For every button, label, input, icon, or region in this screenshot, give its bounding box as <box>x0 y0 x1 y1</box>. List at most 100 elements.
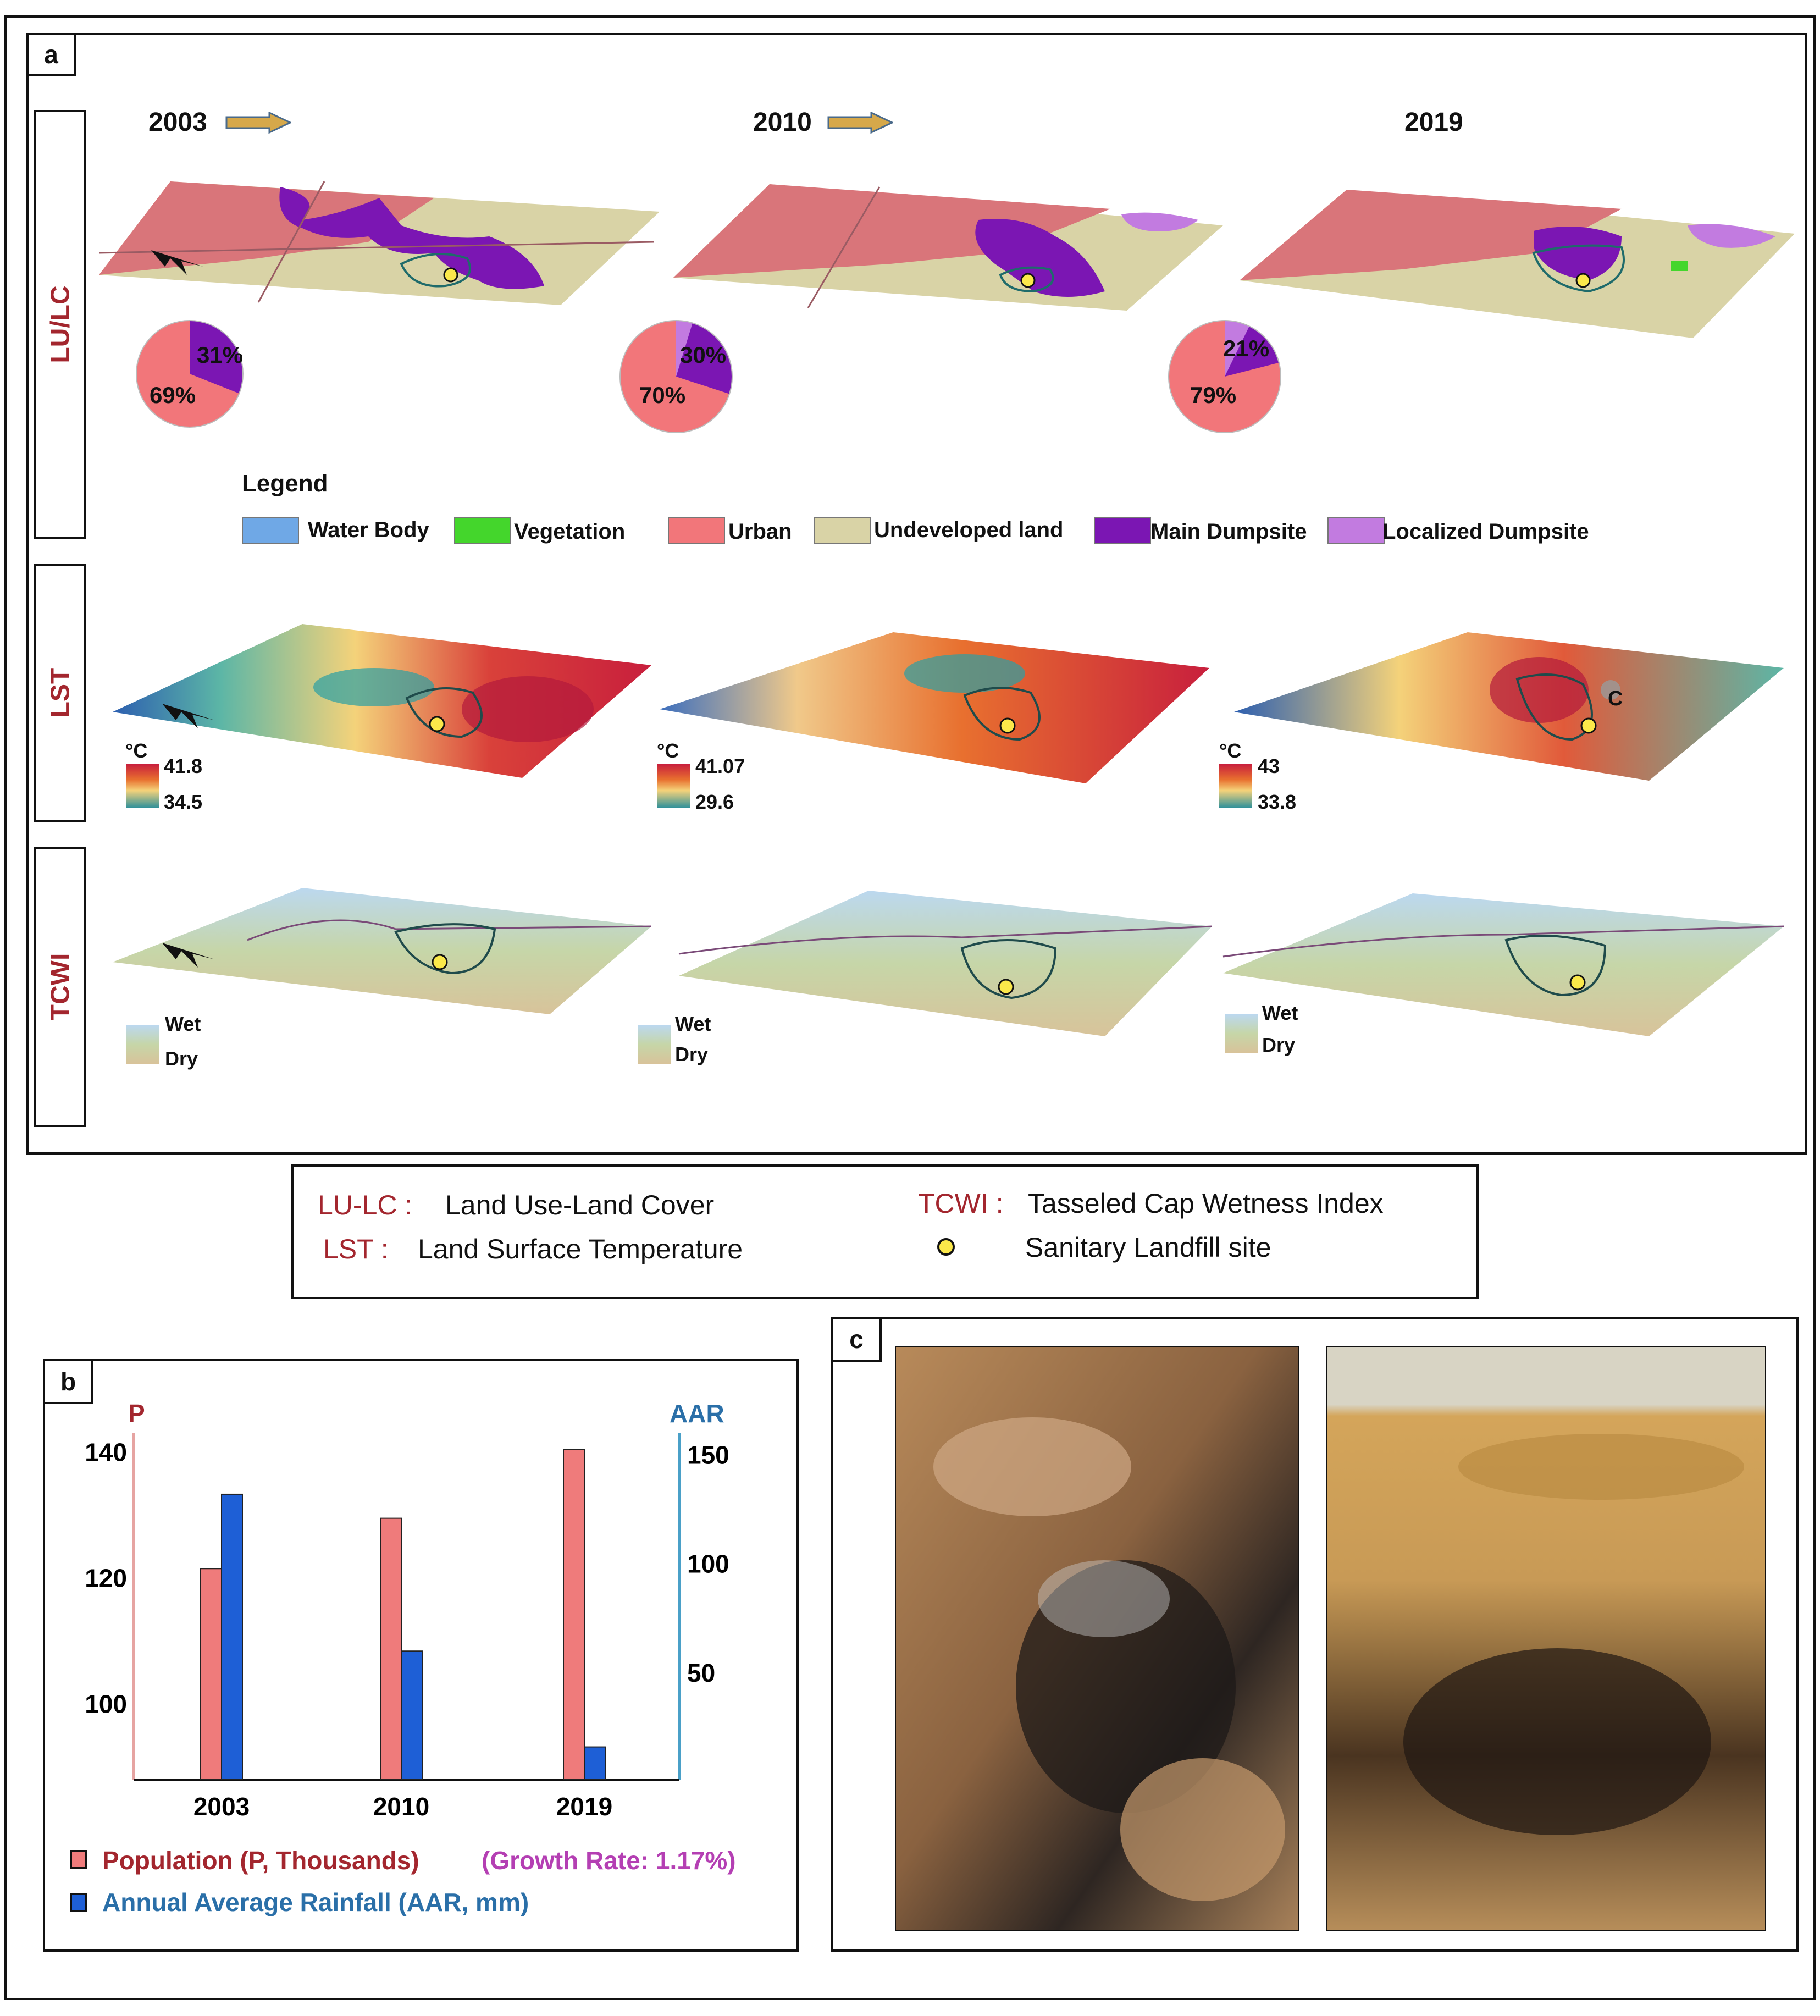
year-label-2019: 2019 <box>1404 108 1463 137</box>
lst-scale-max: 41.8 <box>164 755 203 777</box>
lst-scale-max: 43 <box>1258 755 1280 777</box>
right-tick-label: 150 <box>687 1441 729 1470</box>
lst-scale-unit: °C <box>657 739 679 762</box>
north-arrow-icon <box>162 704 214 728</box>
bar-population <box>563 1449 585 1781</box>
tcwi-scale-wet: Wet <box>675 1013 711 1035</box>
photo-marker-c: C <box>1608 687 1623 710</box>
landfill-marker-icon <box>937 1238 955 1256</box>
legend-swatch-main-dumpsite <box>1094 517 1151 544</box>
bar-rainfall <box>401 1650 423 1781</box>
legend-label-rainfall: Annual Average Rainfall (AAR, mm) <box>102 1888 529 1916</box>
row-label-lst: LST <box>34 564 86 822</box>
legend-swatch-localized-dumpsite <box>1327 517 1385 544</box>
left-tick-label: 140 <box>85 1438 127 1466</box>
landfill-photo-right <box>1326 1346 1766 1931</box>
arrow-right-icon <box>225 112 291 134</box>
north-arrow-icon <box>151 250 203 275</box>
legend-swatch-urban <box>668 517 725 544</box>
legend-label-undeveloped: Undeveloped land <box>874 518 1064 542</box>
x-tick-label: 2003 <box>193 1792 250 1821</box>
legend-label-growth-rate: (Growth Rate: 1.17%) <box>482 1846 736 1875</box>
lulc-map-2003 <box>98 181 660 305</box>
year-label-2010: 2010 <box>753 108 812 137</box>
legend-swatch-rainfall <box>70 1893 87 1912</box>
lulc-map-2019 <box>1240 190 1795 338</box>
bar-chart: P AAR 100 120 140 50 100 150 2003 2010 2019 <box>85 1399 729 1821</box>
pie-label-dump: 31% <box>197 342 244 368</box>
north-arrow-icon <box>162 943 214 968</box>
def-val-landfill: Sanitary Landfill site <box>1025 1232 1271 1263</box>
row-label-lulc: LU/LC <box>34 110 86 539</box>
tcwi-scale-dry: Dry <box>1262 1034 1296 1056</box>
pie-chart-2003 <box>136 320 244 428</box>
legend-label-water: Water Body <box>308 518 429 542</box>
lst-scale-unit: °C <box>125 739 148 762</box>
landfill-photo-left <box>895 1346 1299 1931</box>
lst-scale-min: 29.6 <box>695 791 734 813</box>
tcwi-map-2010 <box>678 891 1213 1036</box>
legend-label-vegetation: Vegetation <box>514 520 626 544</box>
def-val-tcwi: Tasseled Cap Wetness Index <box>1028 1188 1384 1219</box>
legend-title: Legend <box>242 470 328 497</box>
x-tick-label: 2010 <box>373 1792 429 1821</box>
left-tick-label: 100 <box>85 1690 127 1719</box>
tcwi-map-2003 <box>113 888 652 1014</box>
pie-label-dump: 21% <box>1223 335 1270 361</box>
bar-rainfall <box>584 1746 606 1781</box>
def-key-tcwi: TCWI : <box>918 1188 1004 1219</box>
legend-label-main-dumpsite: Main Dumpsite <box>1150 520 1307 544</box>
legend-label-localized-dumpsite: Localized Dumpsite <box>1382 520 1589 544</box>
legend-label-population: Population (P, Thousands) <box>102 1846 419 1875</box>
tcwi-map-2019 <box>1222 893 1784 1036</box>
lst-scale-max: 41.07 <box>695 755 745 777</box>
lst-scale-bar <box>1219 764 1252 808</box>
panel-b-tag: b <box>43 1359 93 1404</box>
def-val-lst: Land Surface Temperature <box>418 1234 743 1264</box>
tcwi-scale-wet: Wet <box>1262 1002 1298 1024</box>
def-key-lst: LST : <box>323 1234 389 1264</box>
lulc-map-2010 <box>673 184 1223 311</box>
pie-label-urban: 79% <box>1190 382 1237 408</box>
tcwi-scale-dry: Dry <box>675 1043 709 1065</box>
year-label-2003: 2003 <box>148 108 207 137</box>
bar-population <box>200 1568 222 1780</box>
right-tick-label: 100 <box>687 1550 729 1578</box>
row-label-tcwi: TCWI <box>34 847 86 1127</box>
lst-scale-bar <box>657 764 690 808</box>
legend-swatch-vegetation <box>454 517 511 544</box>
def-val-lulc: Land Use-Land Cover <box>445 1190 715 1220</box>
tcwi-scale-bar <box>638 1025 671 1064</box>
right-tick-label: 50 <box>687 1659 715 1687</box>
lst-scale-min: 34.5 <box>164 791 203 813</box>
bar-population <box>380 1517 402 1780</box>
x-tick-label: 2019 <box>556 1792 612 1821</box>
pie-label-dump: 30% <box>680 342 727 368</box>
lst-map-2003 <box>113 624 651 778</box>
pie-slice-main-dumpsite <box>676 321 732 394</box>
right-axis-title: AAR <box>670 1399 724 1428</box>
pie-chart-2010 <box>619 320 733 433</box>
lst-map-2010 <box>660 632 1209 783</box>
def-key-lulc: LU-LC : <box>318 1190 413 1220</box>
legend-label-urban: Urban <box>728 520 792 544</box>
definitions-box <box>291 1164 1479 1299</box>
panel-a-tag: a <box>26 33 76 76</box>
pie-label-urban: 70% <box>639 382 686 408</box>
tcwi-scale-bar <box>126 1025 159 1064</box>
pie-label-urban: 69% <box>150 382 196 408</box>
lst-scale-min: 33.8 <box>1258 791 1297 813</box>
lst-scale-bar <box>126 764 159 808</box>
arrow-right-icon <box>827 112 893 134</box>
bar-rainfall <box>221 1493 243 1780</box>
legend-swatch-undeveloped <box>814 517 871 544</box>
pie-chart-2019 <box>1168 320 1281 433</box>
left-axis-title: P <box>128 1399 145 1428</box>
lst-map-2019 <box>1234 632 1784 781</box>
panel-c-tag: c <box>831 1317 882 1362</box>
left-tick-label: 120 <box>85 1564 127 1592</box>
tcwi-scale-dry: Dry <box>165 1047 198 1070</box>
legend-swatch-water <box>242 517 299 544</box>
legend-swatch-population <box>70 1850 87 1869</box>
lst-scale-unit: °C <box>1219 739 1242 762</box>
